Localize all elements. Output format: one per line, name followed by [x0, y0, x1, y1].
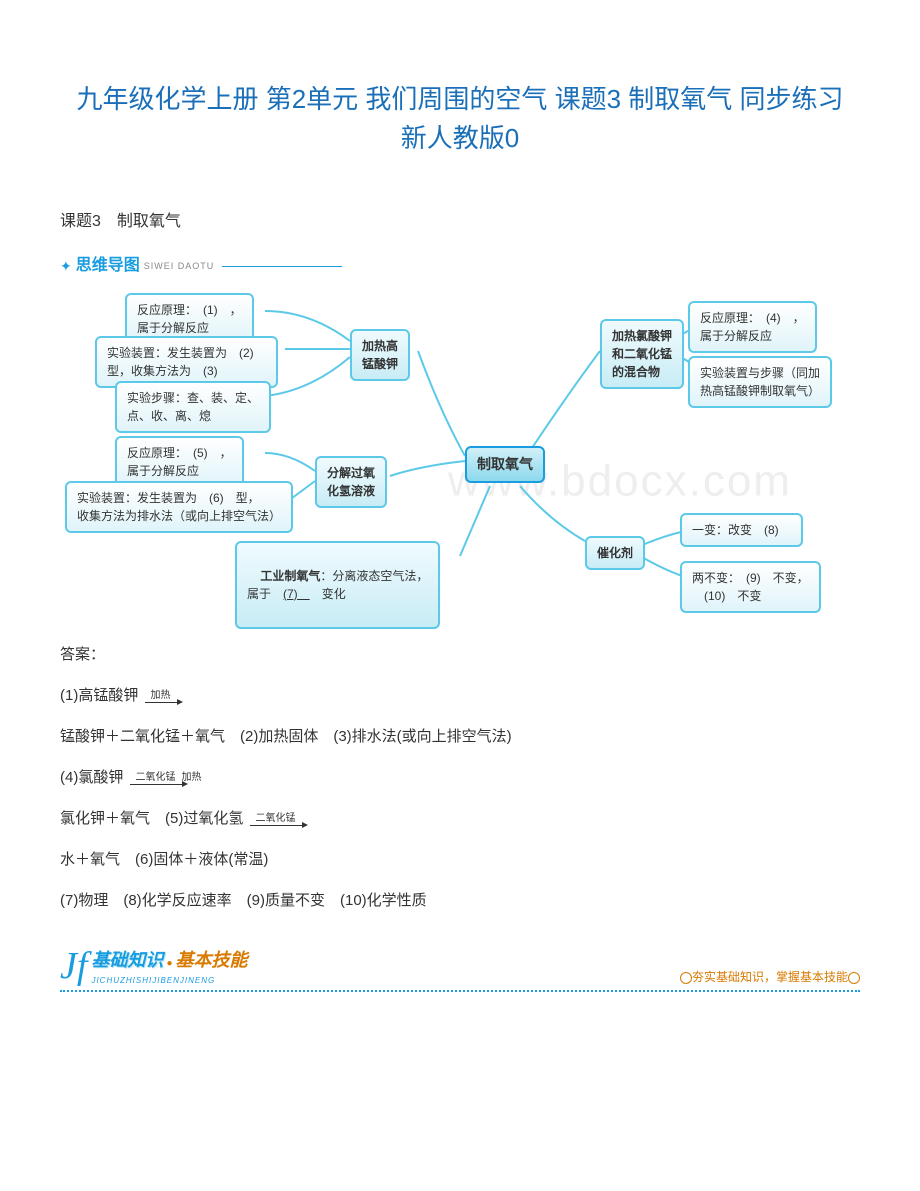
answer-5: 氯化钾＋氧气 (5)过氧化氢 二氧化锰: [60, 805, 860, 832]
answer-7: (7)物理 (8)化学反应速率 (9)质量不变 (10)化学性质: [60, 887, 860, 914]
node-b5-mid: 催化剂: [585, 536, 645, 570]
answers-label: 答案：: [60, 641, 860, 668]
node-b1-leaf3: 实验步骤：查、装、定、 点、收、离、熄: [115, 381, 271, 433]
node-b1-leaf2: 实验装置：发生装置为 (2) 型，收集方法为 (3): [95, 336, 278, 388]
footer-cn1: 基础知识: [91, 944, 163, 976]
page-title: 九年级化学上册 第2单元 我们周围的空气 课题3 制取氧气 同步练习 新人教版0: [60, 80, 860, 158]
answer-1b: 锰酸钾＋二氧化锰＋氧气 (2)加热固体 (3)排水法(或向上排空气法): [60, 723, 860, 750]
section-underline: [222, 266, 342, 267]
diamond-icon: ✦: [60, 254, 72, 279]
mindmap-diagram: www.bdocx.com 制取氧气 加热高 锰酸钾 反应原理： (1) ， 属…: [60, 291, 820, 621]
answer-1: (1)高锰酸钾 加热: [60, 682, 860, 709]
node-center: 制取氧气: [465, 446, 545, 483]
subtitle: 课题3 制取氧气: [60, 208, 860, 237]
answer-6: 水＋氧气 (6)固体＋液体(常温): [60, 846, 860, 873]
node-b1-mid: 加热高 锰酸钾: [350, 329, 410, 381]
footer-right-text: 夯实基础知识，掌握基本技能: [680, 967, 860, 989]
answer-4: (4)氯酸钾 二氧化锰加热: [60, 764, 860, 791]
node-b2-mid: 加热氯酸钾 和二氧化锰 的混合物: [600, 319, 684, 389]
node-b3-leaf1: 反应原理： (5) ， 属于分解反应: [115, 436, 244, 488]
answers-block: 答案： (1)高锰酸钾 加热 锰酸钾＋二氧化锰＋氧气 (2)加热固体 (3)排水…: [60, 641, 860, 914]
section-label: 思维导图: [76, 252, 140, 281]
section-mindmap-header: ✦ 思维导图 SIWEI DAOTU: [60, 252, 860, 281]
node-b3-mid: 分解过氧 化氢溶液: [315, 456, 387, 508]
footer-banner: Jf 基础知识 ● 基本技能 JICHUZHISHIJIBENJINENG 夯实…: [60, 944, 860, 993]
node-b4: 工业制氧气：分离液态空气法，属于 (7) 变化: [235, 541, 440, 629]
footer-dot-icon: ●: [166, 955, 172, 973]
node-b2-leaf2: 实验装置与步骤（同加 热高锰酸钾制取氧气）: [688, 356, 832, 408]
node-b5-leaf2: 两不变： (9) 不变， (10) 不变: [680, 561, 821, 613]
footer-j-icon: Jf: [60, 951, 87, 981]
node-b2-leaf1: 反应原理： (4) ， 属于分解反应: [688, 301, 817, 353]
section-pinyin: SIWEI DAOTU: [144, 258, 215, 274]
node-b3-leaf2: 实验装置：发生装置为 (6) 型， 收集方法为排水法（或向上排空气法）: [65, 481, 293, 533]
node-b5-leaf1: 一变：改变 (8): [680, 513, 803, 547]
footer-cn2: 基本技能: [175, 944, 247, 976]
footer-pinyin: JICHUZHISHIJIBENJINENG: [91, 974, 247, 988]
